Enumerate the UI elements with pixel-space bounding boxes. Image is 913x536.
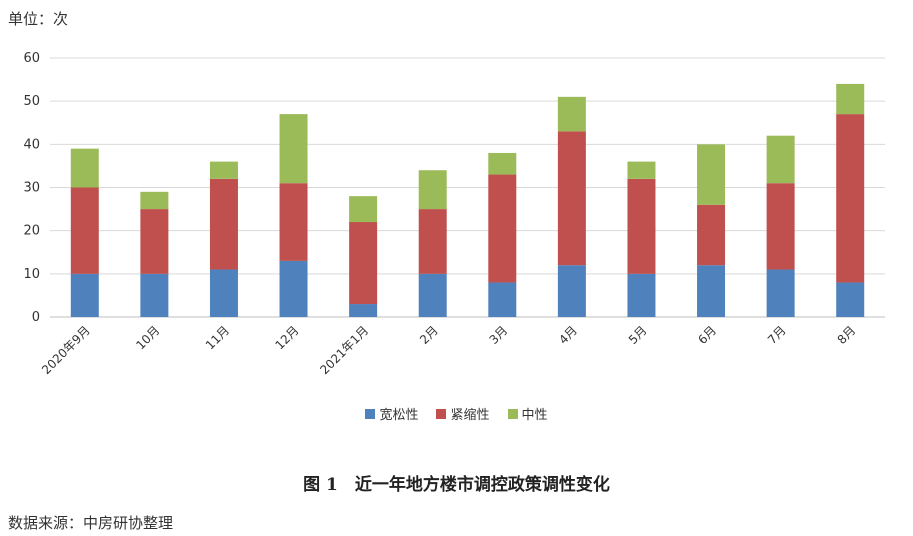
legend-item: 宽松性	[365, 404, 418, 423]
x-tick-label: 11月	[203, 323, 232, 352]
x-tick-label: 6月	[695, 323, 719, 347]
bar-segment	[418, 273, 447, 317]
bar-segment	[488, 282, 517, 317]
x-tick-label: 12月	[272, 323, 301, 352]
bar-segment	[697, 204, 726, 266]
bar-segment	[557, 131, 586, 266]
legend-label: 宽松性	[379, 408, 419, 423]
bar-segment	[209, 269, 238, 317]
bar-segment	[836, 114, 865, 283]
x-axis: 2020年9月 10月 11月 12月 2021年1月 2月 3月 4月 5月 6月 7月 8月	[39, 323, 858, 377]
gridlines	[50, 57, 885, 318]
bar-segment	[418, 170, 447, 210]
figure-caption: 图 1 近一年地方楼市调控政策调性变化	[303, 475, 610, 495]
x-tick-label: 3月	[487, 323, 511, 347]
bar-segment	[697, 144, 726, 205]
bar-segment	[70, 187, 99, 274]
x-tick-label: 5月	[626, 323, 650, 347]
x-tick-label: 2020年9月	[39, 323, 93, 377]
bar-segment	[70, 273, 99, 317]
x-tick-label: 2月	[417, 323, 441, 347]
bar-segment	[279, 260, 308, 317]
bar-segment	[140, 191, 169, 210]
legend-label: 紧缩性	[450, 408, 490, 423]
bar-segment	[349, 196, 378, 223]
bar-segment	[766, 269, 795, 317]
bar-segment	[349, 222, 378, 305]
legend-swatch	[507, 408, 518, 419]
y-tick-label: 0	[32, 310, 40, 325]
bar-segment	[557, 96, 586, 132]
y-tick-label: 30	[23, 181, 40, 196]
data-source: 数据来源：中房研协整理	[8, 514, 174, 532]
bar-segment	[627, 273, 656, 317]
legend-item: 中性	[507, 404, 548, 423]
bar-segment	[349, 304, 378, 317]
legend-swatch	[365, 408, 376, 419]
bar-segment	[209, 161, 238, 179]
bar-segment	[209, 178, 238, 270]
x-tick-label: 7月	[765, 323, 789, 347]
bar-segment	[836, 282, 865, 317]
legend-swatch	[436, 408, 447, 419]
bar-segment	[627, 161, 656, 179]
y-tick-label: 10	[23, 267, 40, 282]
bar-segment	[488, 152, 517, 175]
stacked-bar-chart: 0 10 20 30 40 50 60 2020年9月 10月 11月 12月 2021年1月 2月 3…	[23, 51, 885, 377]
y-tick-label: 50	[23, 94, 40, 109]
x-tick-label: 4月	[556, 323, 580, 347]
bar-segment	[279, 183, 308, 261]
bars	[70, 83, 865, 317]
bar-segment	[766, 183, 795, 270]
x-tick-label: 2021年1月	[317, 323, 371, 377]
bar-segment	[70, 148, 99, 188]
bar-segment	[836, 83, 865, 115]
legend-label: 中性	[521, 408, 548, 423]
legend: 宽松性 紧缩性 中性	[0, 404, 913, 423]
x-tick-label: 8月	[835, 323, 859, 347]
bar-segment	[488, 174, 517, 283]
y-tick-label: 40	[23, 137, 40, 152]
y-axis: 0 10 20 30 40 50 60	[23, 51, 40, 325]
bar-segment	[627, 178, 656, 274]
bar-segment	[697, 265, 726, 317]
x-tick-label: 10月	[133, 323, 162, 352]
bar-segment	[557, 265, 586, 317]
bar-segment	[140, 209, 169, 274]
y-tick-label: 20	[23, 224, 40, 239]
bar-segment	[418, 209, 447, 274]
bar-segment	[279, 114, 308, 184]
bar-segment	[140, 273, 169, 317]
y-tick-label: 60	[23, 51, 40, 66]
unit-label: 单位：次	[8, 10, 69, 28]
legend-item: 紧缩性	[436, 404, 490, 423]
bar-segment	[766, 135, 795, 184]
